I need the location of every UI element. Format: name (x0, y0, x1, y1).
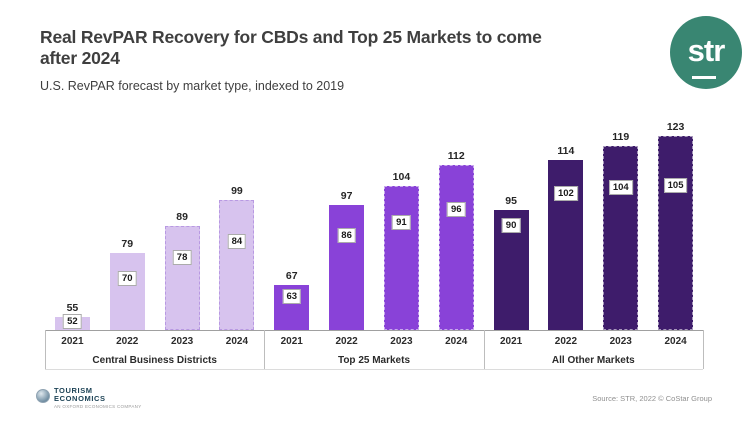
chart-title: Real RevPAR Recovery for CBDs and Top 25… (40, 27, 542, 69)
bar (329, 204, 365, 330)
bar-value-label: 89 (176, 211, 188, 224)
bar-value-label: 79 (121, 237, 134, 250)
group-label: Central Business Districts (92, 355, 217, 366)
str-logo-underline (692, 76, 716, 79)
bar-boxed-label: 91 (392, 214, 411, 230)
bar-value-label: 119 (612, 131, 630, 144)
logo-line-2: ECONOMICS (54, 393, 106, 403)
year-label: 2023 (170, 336, 194, 347)
logo-tagline: AN OXFORD ECONOMICS COMPANY (54, 404, 142, 409)
bar-boxed-label: 104 (608, 180, 633, 196)
year-label: 2023 (609, 336, 632, 347)
bar-value-label: 104 (392, 171, 411, 184)
title-line-2: after 2024 (40, 48, 120, 68)
bar-value-label: 114 (557, 144, 575, 157)
bar-value-label: 97 (340, 189, 353, 202)
bar (658, 135, 694, 330)
year-label: 2022 (554, 336, 578, 347)
bar (164, 226, 200, 330)
str-logo-text: str (687, 32, 726, 68)
bar-boxed-label: 84 (227, 233, 247, 249)
bar-boxed-label: 90 (501, 217, 521, 233)
bar-value-label: 95 (505, 195, 517, 208)
year-label: 2021 (61, 336, 84, 347)
year-label: 2024 (445, 336, 468, 347)
axis-bottom-border (45, 369, 703, 370)
bar-boxed-label: 86 (337, 228, 356, 244)
year-label: 2021 (499, 336, 523, 347)
bar (603, 146, 639, 330)
year-label: 2024 (664, 336, 687, 347)
group-separator (264, 330, 266, 369)
bar-boxed-label: 63 (282, 289, 302, 305)
x-axis-line (45, 330, 703, 331)
group-label: Top 25 Markets (337, 355, 411, 366)
bar-boxed-label: 52 (63, 314, 82, 329)
group-separator (45, 330, 46, 369)
bar (109, 252, 145, 330)
bar-value-label: 123 (666, 120, 685, 133)
tourism-economics-text: TOURISM ECONOMICS AN OXFORD ECONOMICS CO… (54, 387, 142, 409)
bar-value-label: 112 (447, 150, 465, 163)
bar-boxed-label: 70 (117, 270, 137, 286)
source-attribution: Source: STR, 2022 © CoStar Group (592, 394, 712, 403)
group-separator (703, 330, 704, 369)
year-label: 2023 (390, 336, 413, 347)
bar-value-label: 67 (285, 269, 298, 282)
year-label: 2021 (280, 336, 303, 347)
chart-subtitle: U.S. RevPAR forecast by market type, ind… (40, 79, 345, 93)
group-label: All Other Markets (551, 355, 635, 366)
globe-icon (36, 389, 50, 403)
bar (219, 199, 255, 330)
year-label: 2022 (116, 336, 139, 347)
year-label: 2024 (225, 336, 249, 347)
year-label: 2022 (335, 336, 358, 347)
group-separator (483, 330, 485, 369)
str-logo: str (670, 16, 742, 89)
logo-line-1: TOURISM (54, 386, 93, 395)
title-line-1: Real RevPAR Recovery for CBDs and Top 25… (40, 27, 542, 47)
bar-boxed-label: 96 (446, 201, 466, 217)
tourism-economics-logo: TOURISM ECONOMICS AN OXFORD ECONOMICS CO… (36, 387, 142, 409)
bar-value-label: 55 (66, 301, 79, 314)
bar-boxed-label: 102 (553, 185, 578, 201)
bar (438, 165, 474, 330)
bar (383, 186, 419, 330)
bar-boxed-label: 105 (663, 177, 688, 193)
bar-value-label: 99 (231, 184, 243, 197)
bar-boxed-label: 78 (172, 249, 192, 265)
